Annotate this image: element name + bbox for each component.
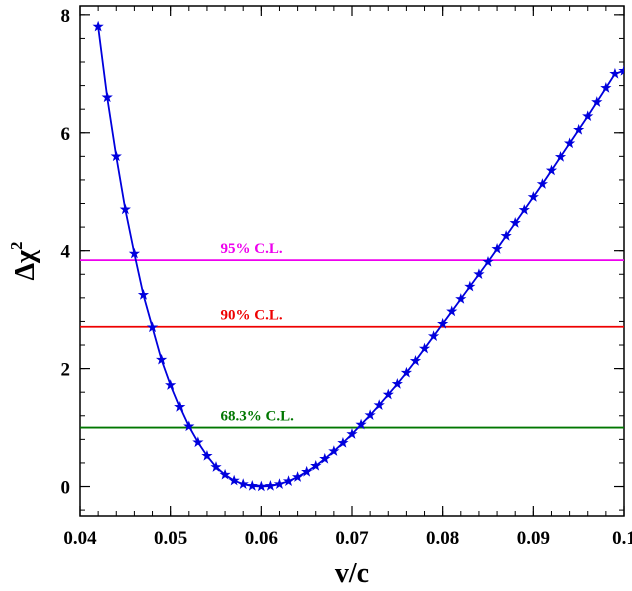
data-point-star: [591, 96, 603, 107]
data-point-star: [146, 321, 159, 333]
data-point-star: [219, 468, 231, 480]
data-point-star: [328, 445, 340, 456]
data-point-star: [155, 353, 168, 365]
x-tick-label: 0.07: [335, 528, 369, 549]
data-point-star: [400, 366, 413, 378]
data-point-star: [554, 151, 567, 162]
cl-label: 90% C.L.: [221, 308, 283, 324]
data-point-star: [255, 480, 267, 492]
data-series: [92, 20, 624, 492]
data-point-star: [319, 452, 331, 464]
data-point-star: [282, 475, 295, 487]
x-tick-label: 0.08: [426, 528, 459, 549]
confidence-level-lines: 95% C.L. 90% C.L. 68.3% C.L.: [80, 241, 624, 429]
y-tick-label: 2: [61, 360, 71, 381]
series-group: [92, 20, 624, 492]
data-point-star: [482, 255, 494, 267]
cl-label: 68.3% C.L.: [221, 409, 295, 425]
x-tick-label: 0.05: [154, 528, 187, 549]
data-point-star: [364, 409, 376, 420]
data-point-star: [437, 317, 449, 329]
data-point-star: [355, 418, 367, 430]
data-point-star: [509, 217, 521, 228]
y-tick-label: 8: [61, 6, 71, 27]
data-point-star: [119, 203, 131, 215]
data-point-star: [609, 67, 621, 79]
y-tick-label: 6: [61, 124, 71, 145]
data-point-star: [382, 388, 394, 400]
data-point-star: [237, 478, 249, 489]
data-point-star: [273, 478, 286, 489]
x-tick-label: 0.06: [245, 528, 278, 549]
data-point-star: [600, 82, 612, 93]
data-point-star: [473, 268, 485, 280]
data-point-star: [128, 247, 141, 259]
data-point-star: [409, 355, 422, 366]
data-point-star: [310, 459, 322, 471]
y-axis-title-sup: 2: [7, 242, 26, 251]
data-point-star: [228, 474, 240, 486]
x-tick-label: 0.09: [517, 528, 550, 549]
y-tick-label: 4: [61, 242, 71, 263]
y-axis-title: Δχ2: [7, 242, 41, 281]
x-tick-label: 0.04: [63, 528, 97, 549]
data-point-star: [491, 242, 503, 254]
data-point-star: [264, 480, 277, 491]
data-point-star: [446, 305, 458, 317]
data-point-star: [427, 330, 440, 341]
data-point-star: [92, 20, 104, 32]
data-point-star: [618, 64, 624, 76]
data-point-star: [418, 342, 431, 354]
series-line: [97, 26, 624, 488]
data-point-star: [563, 137, 576, 149]
data-point-star: [373, 399, 385, 410]
data-point-star: [291, 471, 304, 482]
x-tick-label: 0.1: [612, 528, 632, 549]
data-point-star: [192, 436, 204, 448]
x-axis-title: v/c: [335, 558, 369, 589]
cl-label: 95% C.L.: [221, 241, 283, 257]
data-point-star: [536, 178, 549, 189]
data-point-star: [518, 204, 530, 215]
data-point-star: [110, 150, 122, 162]
data-point-star: [210, 461, 222, 472]
data-point-star: [464, 280, 476, 292]
y-tick-label: 0: [61, 478, 71, 499]
data-point-star: [582, 110, 594, 122]
data-point-star: [137, 288, 150, 300]
data-point-star: [391, 378, 403, 389]
data-point-star: [174, 401, 186, 412]
axes: 0.04 0.05 0.06 0.07 0.08 0.09 0.1 0 2 4 6 8: [61, 6, 632, 549]
data-point-star: [101, 91, 113, 103]
data-point-star: [246, 480, 258, 491]
data-point-star: [183, 420, 195, 432]
data-point-star: [545, 164, 558, 176]
data-point-star: [337, 436, 349, 448]
data-point-star: [527, 191, 539, 202]
y-axis-title-main: Δχ: [10, 249, 41, 281]
data-point-star: [500, 230, 512, 241]
data-point-star: [201, 449, 213, 461]
data-point-star: [301, 465, 313, 477]
data-point-star: [455, 293, 467, 304]
data-point-star: [165, 379, 177, 390]
data-point-star: [573, 123, 585, 135]
data-point-star: [346, 428, 358, 439]
